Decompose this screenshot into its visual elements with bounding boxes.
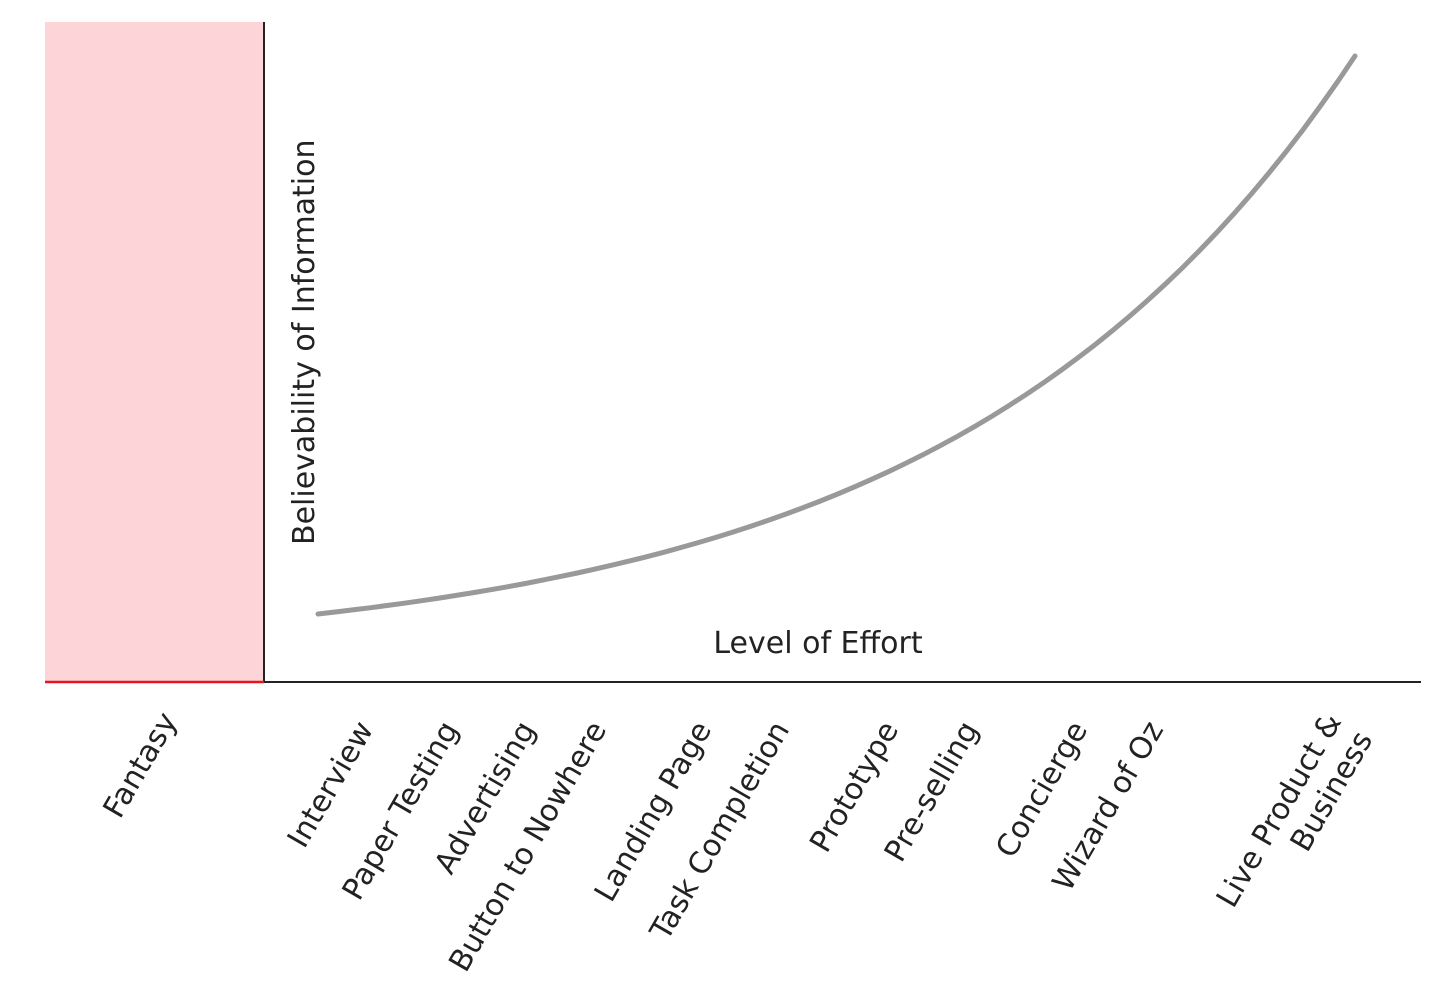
y-axis-label: Believability of Information (287, 139, 322, 545)
believability-curve (315, 53, 1358, 617)
x-tick-label: Interview (281, 716, 381, 854)
x-tick-label: Task Completion (643, 716, 797, 948)
x-tick-label: Live Product &Business (1210, 708, 1380, 932)
x-axis-label: Level of Effort (713, 626, 922, 661)
fantasy-region (45, 22, 264, 682)
fantasy-label: Fantasy (97, 707, 185, 824)
